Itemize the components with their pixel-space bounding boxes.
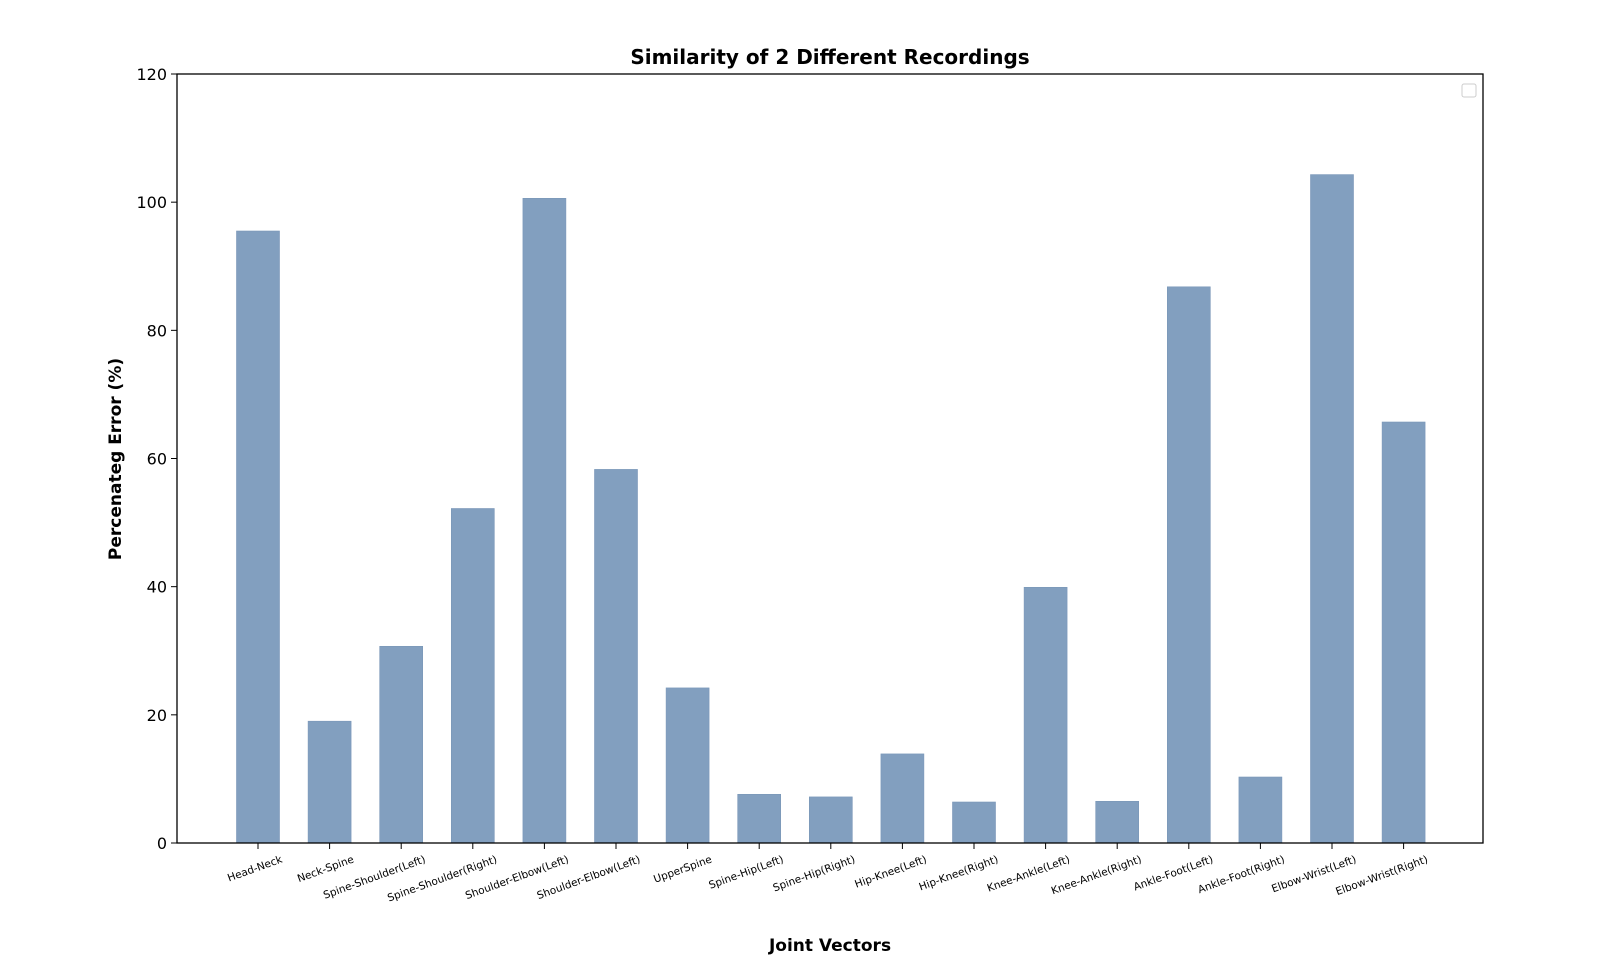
x-tick-label: UpperSpine: [652, 854, 714, 886]
y-tick-label: 20: [147, 706, 167, 725]
bar: [236, 230, 280, 844]
bar: [808, 796, 853, 844]
y-tick-label: 40: [147, 578, 167, 597]
x-tick-label: Spine-Hip(Right): [771, 854, 856, 895]
plot-frame: [176, 73, 1484, 844]
bar: [952, 801, 996, 844]
bars-group: [236, 174, 1426, 844]
bar: [1095, 800, 1139, 844]
bar: [1023, 586, 1068, 844]
bar: [1238, 776, 1283, 844]
legend-box: [1461, 83, 1477, 98]
x-axis: Head-Neck Neck-SpineSpine-Shoulder(Left)S…: [226, 843, 1430, 904]
bar: [379, 645, 424, 844]
y-tick-label: 60: [147, 450, 167, 469]
y-tick-label: 0: [157, 834, 167, 853]
y-tick-label: 120: [136, 65, 167, 84]
bar: [1381, 421, 1426, 844]
bar: [665, 687, 710, 844]
bar: [594, 469, 638, 844]
y-axis-label: Percenateg Error (%): [106, 358, 126, 560]
bar: [737, 793, 782, 844]
bar: [1167, 286, 1211, 844]
x-tick-label: Head-Neck: [226, 853, 285, 884]
bar: [1310, 174, 1354, 844]
bar: [307, 720, 352, 844]
y-axis: 0 20 40 60 80 100 120: [136, 65, 177, 853]
x-tick-label: Hip-Knee(Left): [853, 854, 928, 891]
chart-title: Similarity of 2 Different Recordings: [630, 45, 1029, 69]
y-tick-label: 80: [147, 321, 167, 340]
y-tick-label: 100: [136, 193, 167, 212]
bar: [880, 753, 925, 844]
bar: [522, 198, 567, 844]
x-axis-label: Joint Vectors: [768, 936, 891, 955]
bar: [450, 508, 495, 844]
